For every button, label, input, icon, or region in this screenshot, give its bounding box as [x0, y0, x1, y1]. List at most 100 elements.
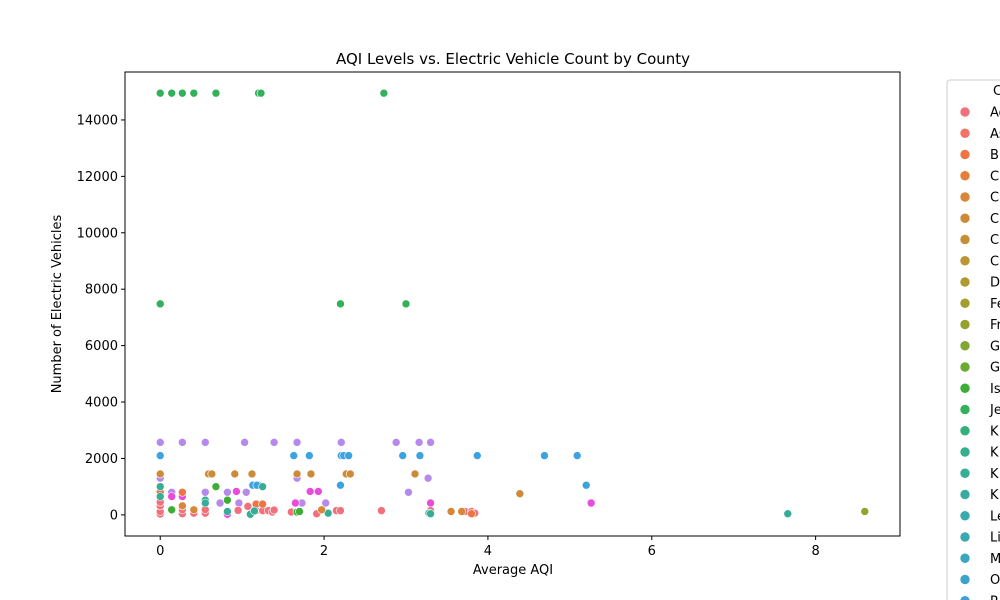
legend-marker [959, 595, 971, 600]
data-point [426, 509, 435, 519]
data-point [234, 498, 244, 508]
data-point [200, 438, 210, 447]
data-point [243, 502, 253, 511]
data-point [155, 469, 165, 479]
data-point [223, 495, 232, 505]
data-point [155, 438, 165, 447]
legend-marker [959, 255, 971, 267]
data-point [457, 507, 467, 516]
y-tick-label: 8000 [85, 283, 118, 298]
legend-label: K [990, 424, 999, 439]
legend-marker [959, 319, 971, 330]
legend-marker [959, 234, 971, 245]
legend-label: C [990, 212, 999, 227]
data-point [423, 473, 433, 483]
legend-label: K [990, 488, 999, 503]
legend-label: Fe [990, 297, 1000, 312]
data-point [414, 438, 424, 447]
data-point [391, 438, 401, 447]
legend-label: P [990, 594, 998, 600]
data-point [426, 438, 435, 447]
x-tick-label: 4 [484, 544, 492, 559]
data-point [289, 451, 299, 460]
legend-marker [959, 382, 971, 394]
legend-marker [959, 127, 971, 139]
data-point [247, 469, 257, 479]
data-point [321, 498, 331, 508]
data-point [189, 88, 199, 98]
data-point [581, 480, 591, 490]
data-point [232, 487, 241, 496]
data-point [155, 451, 165, 460]
y-axis: 0 2000 4000 6000 8000 10000 12000 14000 [77, 113, 125, 523]
legend-marker [959, 531, 971, 543]
legend-marker [959, 212, 971, 224]
chart-title: AQI Levels vs. Electric Vehicle Count by… [336, 50, 690, 68]
data-point [572, 451, 582, 460]
legend-label: G [990, 361, 1000, 376]
legend-label: Je [989, 403, 1000, 418]
data-point [155, 492, 165, 501]
data-point [305, 451, 314, 460]
data-point [336, 506, 345, 515]
data-point [295, 507, 304, 516]
data-point [178, 487, 187, 497]
data-point [241, 487, 251, 497]
legend-label: D [990, 276, 1000, 291]
legend-marker [959, 510, 971, 522]
y-tick-label: 4000 [85, 396, 118, 411]
legend-label: G [990, 339, 1000, 354]
data-point [269, 505, 279, 515]
y-axis-label: Number of Electric Vehicles [50, 214, 65, 393]
data-point [515, 489, 525, 498]
data-point [336, 438, 346, 447]
data-point [167, 505, 176, 515]
legend-marker [959, 170, 971, 182]
legend-label: Is [990, 382, 1000, 397]
x-axis: 0 2 4 6 8 [156, 536, 820, 559]
data-point [250, 506, 259, 516]
legend-box [946, 79, 1000, 600]
data-point [446, 507, 456, 516]
x-tick-label: 2 [320, 544, 328, 559]
legend-marker [959, 552, 971, 564]
legend-marker [959, 574, 971, 585]
data-point [256, 88, 266, 98]
data-point [211, 482, 221, 491]
legend-label: As [990, 127, 1000, 142]
data-point [305, 487, 315, 496]
legend-marker [959, 361, 971, 373]
legend-marker [959, 191, 971, 203]
data-point [230, 469, 240, 479]
data-point [178, 501, 187, 511]
data-point [860, 507, 870, 516]
legend-label: C [990, 191, 999, 206]
data-point [223, 487, 232, 497]
data-point [189, 505, 199, 515]
data-point [292, 469, 302, 479]
x-tick-label: 8 [811, 544, 819, 559]
data-point [211, 88, 221, 98]
data-point [200, 498, 210, 508]
legend-label: C [990, 169, 999, 184]
legend-title: C [993, 84, 1000, 99]
legend-marker [959, 149, 971, 160]
data-point [401, 299, 411, 309]
legend-label: C [990, 233, 999, 248]
legend: C AdAsBCCCCCDFeFrGGIsJeKKKKLeLiMOP [946, 79, 1000, 600]
data-point [426, 498, 435, 508]
data-point [223, 507, 232, 516]
legend-marker [959, 297, 971, 309]
data-point [415, 451, 425, 460]
data-point [306, 469, 316, 479]
data-point [291, 498, 300, 508]
legend-marker [959, 276, 971, 288]
data-point [317, 505, 326, 515]
legend-label: M [990, 552, 1000, 567]
data-point [292, 438, 302, 447]
data-point [404, 487, 413, 497]
data-point [467, 509, 476, 519]
y-tick-label: 2000 [85, 452, 118, 467]
data-point [233, 506, 243, 515]
y-tick-label: 10000 [77, 226, 118, 241]
